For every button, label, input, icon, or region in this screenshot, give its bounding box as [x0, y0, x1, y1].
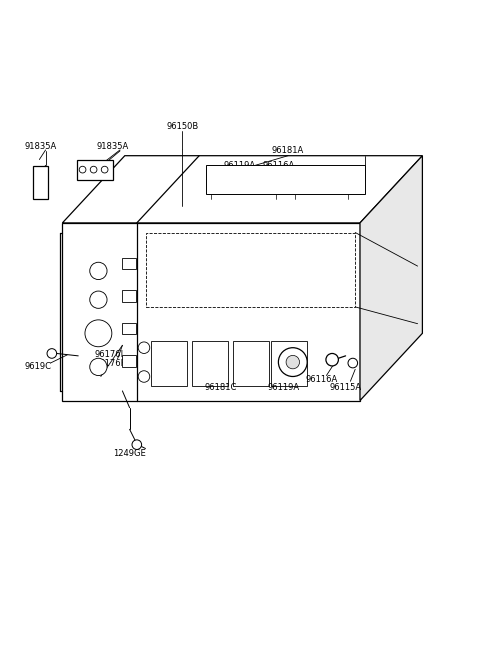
- Circle shape: [79, 166, 86, 173]
- Text: 96115A: 96115A: [232, 170, 264, 179]
- Text: 91835A: 91835A: [296, 170, 328, 179]
- Circle shape: [90, 166, 97, 173]
- Text: 96176L: 96176L: [95, 350, 126, 359]
- Circle shape: [326, 353, 338, 366]
- Text: 96181A: 96181A: [272, 147, 304, 156]
- Bar: [77, 160, 113, 180]
- Bar: [206, 166, 365, 194]
- Circle shape: [278, 348, 307, 376]
- Text: 91835A: 91835A: [24, 142, 57, 150]
- Text: 1249GE: 1249GE: [113, 449, 146, 458]
- Text: 96176R: 96176R: [94, 359, 127, 367]
- Bar: [122, 290, 136, 302]
- Circle shape: [286, 355, 300, 369]
- Text: 96150B: 96150B: [166, 122, 199, 131]
- Text: 91835A: 91835A: [96, 142, 129, 150]
- Circle shape: [90, 358, 107, 376]
- Bar: [271, 340, 307, 386]
- Circle shape: [101, 166, 108, 173]
- Bar: [151, 340, 187, 386]
- Text: 96115A: 96115A: [330, 382, 361, 392]
- Circle shape: [47, 349, 57, 358]
- Text: 96116A: 96116A: [305, 375, 338, 384]
- Text: 96119A: 96119A: [224, 161, 256, 170]
- Circle shape: [132, 440, 142, 449]
- Bar: [233, 340, 269, 386]
- Circle shape: [348, 358, 358, 368]
- Text: 96116A: 96116A: [262, 161, 295, 170]
- Circle shape: [85, 320, 112, 347]
- Bar: [62, 223, 360, 401]
- Bar: [122, 258, 136, 269]
- Text: 96119A: 96119A: [267, 382, 299, 392]
- Polygon shape: [360, 156, 422, 401]
- Text: 96181C: 96181C: [204, 382, 237, 392]
- Circle shape: [138, 342, 150, 353]
- Circle shape: [90, 262, 107, 279]
- Text: 9619C: 9619C: [25, 363, 52, 371]
- Bar: [122, 355, 136, 367]
- Polygon shape: [62, 156, 422, 223]
- Bar: [192, 340, 228, 386]
- Bar: [33, 166, 48, 199]
- Circle shape: [90, 291, 107, 308]
- Bar: [122, 323, 136, 334]
- Bar: [146, 233, 355, 307]
- Circle shape: [138, 371, 150, 382]
